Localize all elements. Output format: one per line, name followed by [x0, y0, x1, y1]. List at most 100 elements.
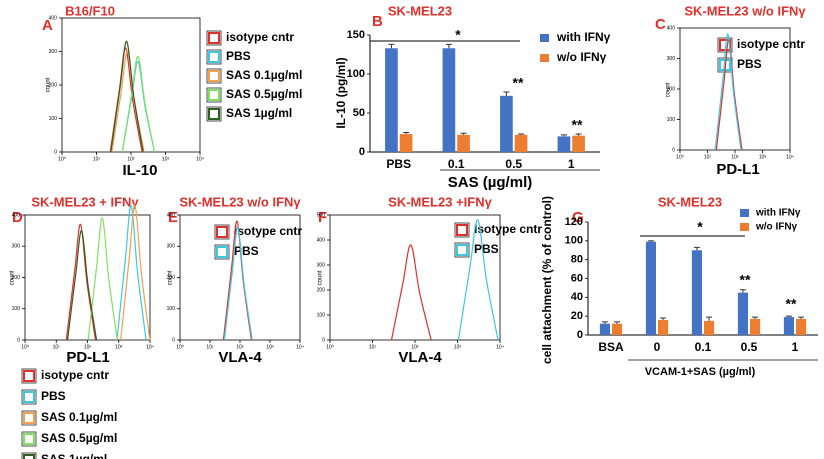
- y-tick-label: 500: [317, 212, 326, 218]
- y-tick-label: 200: [12, 275, 21, 281]
- error-bar: [706, 316, 713, 321]
- legend-swatch: [740, 223, 749, 231]
- legend-box: [21, 410, 37, 426]
- panel-title: SK-MEL23: [658, 194, 722, 209]
- x-tick-label: 10⁴: [296, 344, 304, 350]
- legend-label: w/o IFNγ: [755, 222, 798, 233]
- x-axis-label: PD-L1: [716, 161, 759, 178]
- y-tick-label: 400: [167, 212, 176, 218]
- legend-swatch: [208, 51, 220, 63]
- x-tick-label: 10²: [127, 156, 135, 162]
- x-tick-label: 10²: [84, 344, 92, 350]
- bar: [737, 292, 748, 335]
- y-tick-label: 0: [172, 337, 175, 343]
- error-bar: [785, 315, 792, 318]
- y-tick-label: 200: [167, 275, 176, 281]
- y-tick-label: 20: [571, 310, 583, 322]
- legend-label: SAS 1µg/ml: [226, 106, 292, 120]
- panel-letter: D: [12, 209, 23, 226]
- x-tick-label: 10³: [266, 344, 274, 350]
- x-tick-label: 10³: [759, 154, 767, 160]
- y-tick-label: 0: [672, 147, 675, 153]
- bar: [385, 48, 398, 153]
- bar: [704, 320, 715, 335]
- error-bar: [647, 240, 654, 242]
- error-bar: [752, 316, 759, 319]
- legend-label: isotype cntr: [234, 224, 302, 238]
- y-tick-label: 0: [54, 149, 57, 155]
- x-tick-label: 10¹: [93, 156, 101, 162]
- y-tick-label: 400: [12, 212, 21, 218]
- legend-swatch: [216, 226, 228, 238]
- histogram-curve: [87, 217, 118, 341]
- error-bar: [601, 321, 608, 324]
- y-tick-label: 100: [49, 116, 58, 122]
- x-tick-label: 10⁴: [496, 344, 504, 350]
- legend-swatch: [540, 34, 549, 42]
- legend-label: PBS: [737, 57, 762, 71]
- legend-swatch: [540, 54, 549, 62]
- x-tick-label: 1: [792, 340, 799, 354]
- panel-letter: A: [42, 17, 53, 34]
- x-tick-label: 10²: [236, 344, 244, 350]
- x-tick-label: 10⁴: [786, 154, 794, 160]
- bar: [572, 135, 585, 152]
- legend-label: with IFNγ: [755, 208, 801, 219]
- x-tick-label: 10⁰: [58, 156, 66, 162]
- bar: [658, 319, 669, 335]
- y-axis-label: count: [666, 82, 672, 97]
- legend-label: SAS 0.1µg/ml: [41, 410, 117, 424]
- y-tick-label: 0: [359, 146, 365, 158]
- error-bar: [403, 132, 410, 135]
- x-tick-label: 1: [568, 157, 575, 171]
- legend-box: [21, 389, 37, 405]
- legend-box: [206, 106, 222, 122]
- legend-swatch: [208, 70, 220, 82]
- histogram-curve: [110, 40, 144, 153]
- legend-box: [214, 244, 230, 260]
- x-tick-label: 0.1: [448, 157, 465, 171]
- legend-box: [21, 368, 37, 384]
- x-tick-label: 0.5: [741, 340, 758, 354]
- bar: [645, 241, 656, 335]
- y-axis-label: cell attachment (% of control): [540, 196, 554, 364]
- legend-label: PBS: [234, 244, 259, 258]
- legend-label: w/o IFNγ: [556, 50, 607, 64]
- y-tick-label: 100: [565, 235, 583, 247]
- x-tick-label: 0.5: [505, 157, 522, 171]
- legend-label: SAS 0.5µg/ml: [41, 431, 117, 445]
- error-bar: [575, 133, 582, 136]
- legend-label: SAS 0.1µg/ml: [226, 68, 302, 82]
- significance-mark: *: [455, 27, 461, 43]
- histogram-curve: [66, 230, 98, 341]
- legend-swatch: [740, 209, 749, 217]
- y-tick-label: 400: [49, 15, 58, 21]
- legend-swatch: [208, 89, 220, 101]
- x-tick-label: 10¹: [369, 344, 377, 350]
- panel-letter: B: [372, 13, 383, 30]
- x-axis-label: SAS (µg/ml): [448, 174, 532, 191]
- legend-label: PBS: [474, 242, 499, 256]
- legend-swatch: [23, 391, 35, 403]
- panel-title: SK-MEL23 w/o IFNγ: [684, 3, 806, 18]
- legend-box: [454, 222, 470, 238]
- y-tick-label: 300: [167, 244, 176, 250]
- y-tick-label: 40: [571, 291, 583, 303]
- y-axis-label: count: [318, 270, 324, 285]
- error-bar: [518, 133, 525, 135]
- legend-swatch: [456, 244, 468, 256]
- legend-box: [21, 452, 37, 459]
- legend-label: Isotype cntr: [474, 222, 542, 236]
- y-tick-label: 100: [667, 117, 676, 123]
- legend-swatch: [23, 454, 35, 459]
- error-bar: [614, 321, 621, 324]
- y-axis-label: count: [10, 270, 16, 285]
- x-tick-label: 10³: [115, 344, 123, 350]
- error-bar: [460, 132, 467, 135]
- bar: [783, 317, 794, 335]
- panel-letter: F: [318, 209, 327, 226]
- y-tick-label: 100: [167, 306, 176, 312]
- x-tick-label: 0: [654, 340, 661, 354]
- legend-box: [206, 49, 222, 65]
- legend-box: [21, 431, 37, 447]
